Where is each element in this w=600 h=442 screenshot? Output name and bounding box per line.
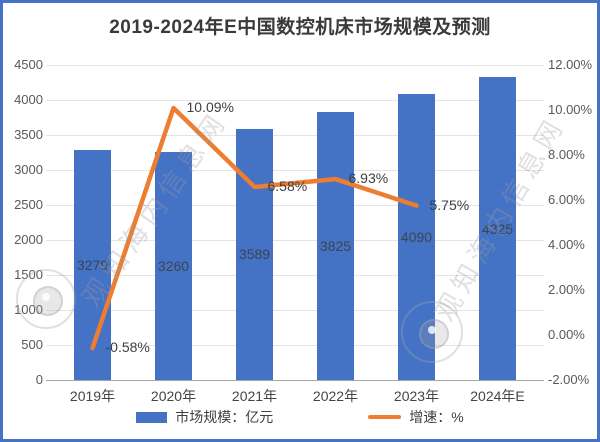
bar-2024年E — [479, 77, 516, 380]
growth-point-label: 6.58% — [267, 177, 308, 194]
left-axis-tick: 2000 — [14, 232, 43, 247]
legend-label: 增速：% — [409, 409, 464, 425]
right-axis-tick: 2.00% — [548, 282, 585, 297]
bar-value-label: 4325 — [481, 220, 514, 237]
bar-value-label: 4090 — [400, 228, 433, 245]
growth-point-label: 6.93% — [348, 170, 389, 187]
left-axis-tick: 1500 — [14, 267, 43, 282]
gridline — [46, 275, 544, 276]
left-axis-tick: 3000 — [14, 162, 43, 177]
category-label: 2019年 — [69, 388, 116, 404]
left-axis-tick: 3500 — [14, 127, 43, 142]
left-axis-tick: 4500 — [14, 57, 43, 72]
right-axis-tick: 6.00% — [548, 192, 585, 207]
watermark-stamp-highlight — [42, 293, 50, 301]
left-axis-tick: 0 — [35, 372, 43, 387]
chart-title: 2019-2024年E中国数控机床市场规模及预测 — [109, 17, 491, 38]
legend-label: 市场规模：亿元 — [175, 409, 274, 425]
bar-value-label: 3825 — [319, 238, 352, 255]
category-label: 2021年 — [231, 388, 278, 404]
legend-item: 增速：% — [368, 407, 464, 427]
gridline — [46, 65, 544, 66]
legend-bar-swatch-icon — [136, 411, 168, 423]
right-axis-tick: 10.00% — [548, 102, 593, 117]
left-axis-tick: 4000 — [14, 92, 43, 107]
legend: 市场规模：亿元 增速：% — [3, 407, 597, 427]
bar-value-label: 3589 — [238, 246, 271, 263]
category-label: 2024年E — [470, 388, 525, 404]
left-axis-tick: 500 — [21, 337, 43, 352]
gridline — [46, 135, 544, 136]
right-axis-tick: 8.00% — [548, 147, 585, 162]
gridline — [46, 240, 544, 241]
gridline — [46, 310, 544, 311]
right-axis-tick: -2.00% — [548, 372, 590, 387]
bar-value-label: 3260 — [157, 257, 190, 274]
growth-point-label: 5.75% — [429, 196, 470, 213]
category-label: 2022年 — [312, 388, 359, 404]
left-axis-tick: 1000 — [14, 302, 43, 317]
growth-point-label: 10.09% — [186, 98, 234, 115]
gridline — [46, 100, 544, 101]
left-axis-tick: 2500 — [14, 197, 43, 212]
category-label: 2023年 — [393, 388, 440, 404]
gridline — [46, 170, 544, 171]
category-label: 2020年 — [150, 388, 197, 404]
right-axis-tick: 4.00% — [548, 237, 585, 252]
legend-item: 市场规模：亿元 — [136, 407, 273, 427]
right-axis-tick: 12.00% — [548, 57, 593, 72]
growth-point-label: -0.58% — [105, 339, 150, 356]
bar-value-label: 3279 — [76, 257, 109, 274]
x-axis-line — [46, 380, 544, 381]
right-axis-tick: 0.00% — [548, 327, 585, 342]
legend-line-swatch-icon — [368, 415, 402, 419]
